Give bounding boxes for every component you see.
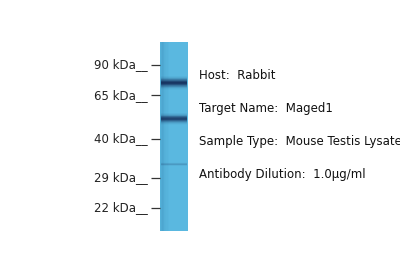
Bar bbox=[161, 81, 187, 82]
Text: 90 kDa__: 90 kDa__ bbox=[94, 58, 148, 72]
Bar bbox=[162, 42, 163, 231]
Bar bbox=[166, 42, 167, 231]
Bar bbox=[165, 42, 166, 231]
Bar bbox=[167, 42, 168, 231]
Bar bbox=[161, 86, 187, 87]
Bar bbox=[161, 83, 187, 84]
Bar bbox=[161, 118, 187, 119]
Bar bbox=[161, 122, 187, 123]
Bar bbox=[160, 42, 188, 231]
Bar bbox=[161, 117, 187, 118]
Bar bbox=[163, 42, 165, 231]
Bar bbox=[167, 42, 169, 231]
Bar bbox=[161, 77, 187, 78]
Bar bbox=[161, 79, 187, 80]
Bar bbox=[164, 42, 165, 231]
Bar bbox=[161, 78, 187, 79]
Text: Target Name:  Maged1: Target Name: Maged1 bbox=[199, 102, 333, 115]
Bar bbox=[161, 84, 187, 85]
Bar bbox=[163, 42, 164, 231]
Text: Host:  Rabbit: Host: Rabbit bbox=[199, 69, 275, 82]
Bar bbox=[161, 119, 187, 120]
Bar bbox=[160, 42, 162, 231]
Bar bbox=[162, 42, 164, 231]
Text: 40 kDa__: 40 kDa__ bbox=[94, 132, 148, 145]
Bar bbox=[161, 124, 187, 125]
Bar bbox=[168, 42, 169, 231]
Text: Antibody Dilution:  1.0µg/ml: Antibody Dilution: 1.0µg/ml bbox=[199, 168, 366, 181]
Bar bbox=[161, 76, 187, 77]
Bar bbox=[161, 87, 187, 88]
Bar bbox=[161, 80, 187, 81]
Text: 22 kDa__: 22 kDa__ bbox=[94, 201, 148, 214]
Bar bbox=[161, 120, 187, 121]
Bar bbox=[161, 116, 187, 117]
Bar bbox=[161, 115, 187, 116]
Bar bbox=[161, 89, 187, 90]
Text: 65 kDa__: 65 kDa__ bbox=[94, 89, 148, 102]
Bar bbox=[161, 85, 187, 86]
Bar bbox=[161, 42, 162, 231]
Text: 29 kDa__: 29 kDa__ bbox=[94, 171, 148, 184]
Bar bbox=[161, 82, 187, 83]
Bar bbox=[161, 42, 162, 231]
Bar bbox=[161, 113, 187, 114]
Bar bbox=[166, 42, 168, 231]
Bar bbox=[161, 114, 187, 115]
Bar bbox=[164, 42, 166, 231]
Bar bbox=[161, 88, 187, 89]
Bar bbox=[161, 123, 187, 124]
Text: Sample Type:  Mouse Testis Lysate: Sample Type: Mouse Testis Lysate bbox=[199, 135, 400, 148]
Bar bbox=[161, 121, 187, 122]
